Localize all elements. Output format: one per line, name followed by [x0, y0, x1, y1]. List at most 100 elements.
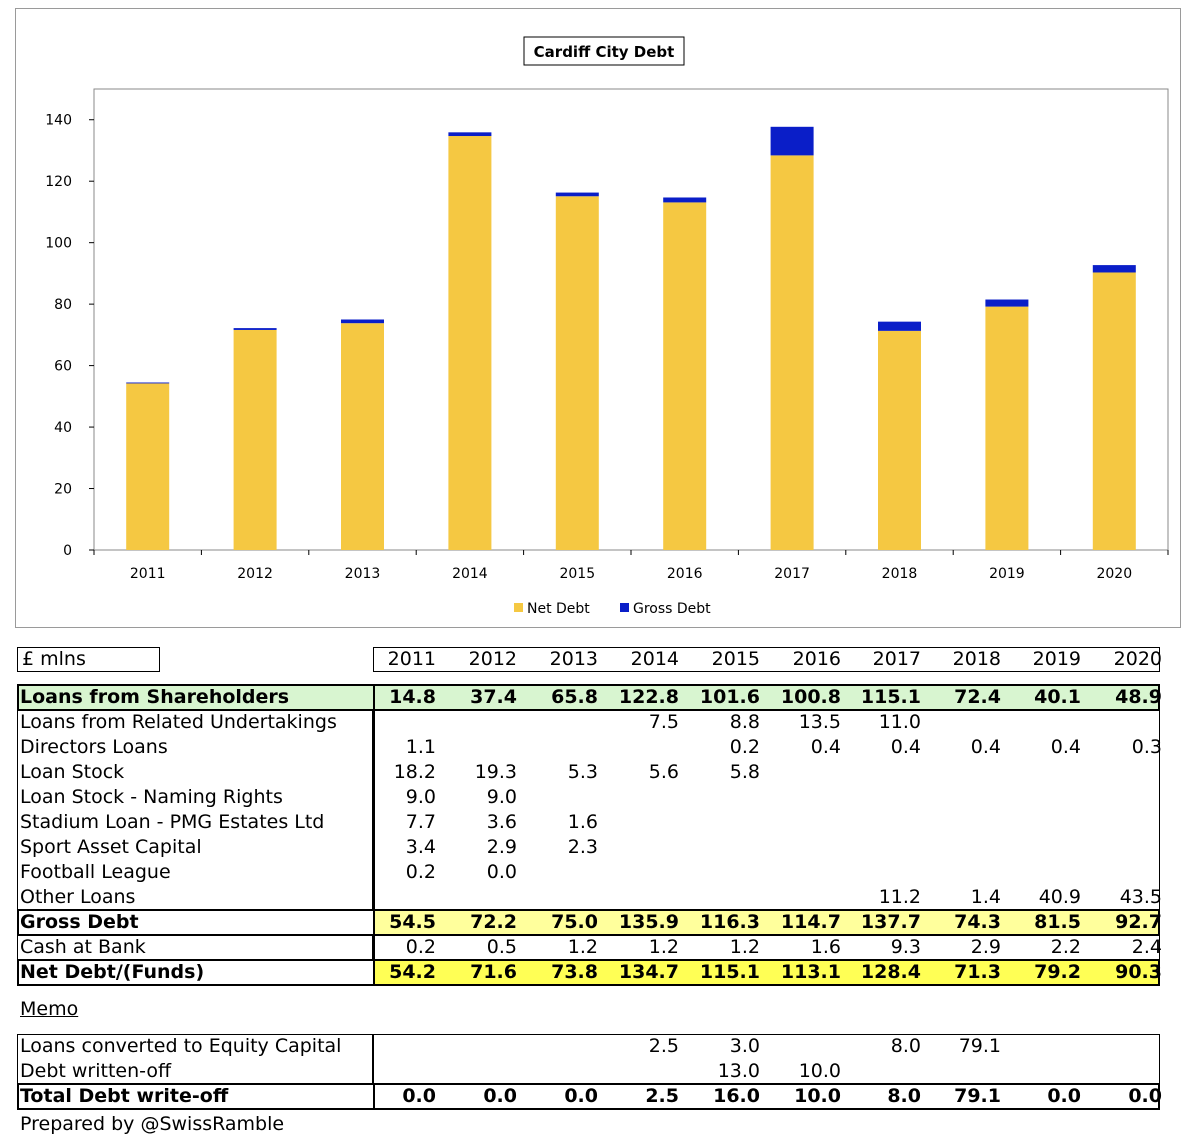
- bar-gross-debt-2017: [770, 126, 814, 156]
- table-cell: 0.2: [729, 736, 760, 758]
- table-cell: 137.7: [860, 911, 921, 933]
- x-tick-label: 2014: [452, 566, 488, 582]
- row-label: Sport Asset Capital: [20, 836, 202, 858]
- table-cell: 40.1: [1034, 686, 1081, 708]
- table-cell: 1.1: [405, 736, 436, 758]
- table-cell: 1.4: [970, 886, 1001, 908]
- legend-label: Net Debt: [527, 601, 590, 617]
- table-cell: 71.6: [470, 961, 517, 983]
- table-cell: 3.4: [405, 836, 436, 858]
- y-tick-label: 80: [54, 297, 72, 313]
- table-cell: 48.9: [1115, 686, 1162, 708]
- memo-row-label: Debt written-off: [20, 1060, 172, 1082]
- table-cell: 65.8: [551, 686, 598, 708]
- table-cell: 1.6: [567, 811, 598, 833]
- year-header-2017: 2017: [872, 648, 921, 670]
- memo-cell: 10.0: [794, 1085, 841, 1107]
- table-cell: 115.1: [860, 686, 921, 708]
- table-cell: 8.8: [729, 711, 760, 733]
- memo-cell: 16.0: [713, 1085, 760, 1107]
- box-shareholders-row: [17, 684, 1160, 711]
- year-header-2011: 2011: [387, 648, 436, 670]
- table-cell: 79.2: [1034, 961, 1081, 983]
- bar-net-debt-2018: [878, 330, 921, 550]
- y-tick-label: 120: [45, 174, 72, 190]
- table-cell: 0.3: [1131, 736, 1162, 758]
- table-cell: 54.5: [389, 911, 436, 933]
- table-cell: 7.7: [405, 811, 436, 833]
- memo-cell: 0.0: [402, 1085, 436, 1107]
- year-header-2013: 2013: [549, 648, 598, 670]
- bar-net-debt-2017: [770, 155, 814, 550]
- table-cell: 5.3: [567, 761, 598, 783]
- table-cell: 0.2: [405, 936, 436, 958]
- table-cell: 37.4: [470, 686, 517, 708]
- memo-cell: 8.0: [890, 1035, 921, 1057]
- y-tick-label: 0: [63, 543, 72, 559]
- table-cell: 92.7: [1115, 911, 1162, 933]
- year-header-2012: 2012: [468, 648, 517, 670]
- table-cell: 19.3: [474, 761, 517, 783]
- table-cell: 14.8: [389, 686, 436, 708]
- table-cell: 81.5: [1034, 911, 1081, 933]
- table-cell: 2.9: [486, 836, 517, 858]
- year-header-2016: 2016: [792, 648, 841, 670]
- legend-label: Gross Debt: [633, 601, 711, 617]
- table-cell: 71.3: [954, 961, 1001, 983]
- x-tick-label: 2015: [559, 566, 595, 582]
- table-cell: 74.3: [954, 911, 1001, 933]
- table-cell: 43.5: [1119, 886, 1162, 908]
- memo-label: Memo: [20, 998, 79, 1020]
- x-tick-label: 2020: [1096, 566, 1132, 582]
- memo-row-label: Total Debt write-off: [20, 1085, 229, 1107]
- table-cell: 128.4: [860, 961, 921, 983]
- memo-cell: 3.0: [729, 1035, 760, 1057]
- x-tick-label: 2011: [130, 566, 166, 582]
- table-cell: 2.3: [567, 836, 598, 858]
- row-label: Cash at Bank: [20, 936, 146, 958]
- table-cell: 7.5: [648, 711, 679, 733]
- bar-net-debt-2019: [985, 306, 1029, 550]
- row-label: Other Loans: [20, 886, 136, 908]
- x-tick-label: 2016: [667, 566, 703, 582]
- table-cell: 135.9: [618, 911, 679, 933]
- table-cell: 1.2: [648, 936, 679, 958]
- table-cell: 100.8: [780, 686, 841, 708]
- table-cell: 0.5: [486, 936, 517, 958]
- table-cell: 0.4: [890, 736, 921, 758]
- table-cell: 75.0: [551, 911, 598, 933]
- table-cell: 9.0: [405, 786, 436, 808]
- year-header-box: [373, 647, 1160, 672]
- memo-cell: 0.0: [483, 1085, 517, 1107]
- y-tick-label: 20: [54, 482, 72, 498]
- memo-cell: 8.0: [887, 1085, 921, 1107]
- row-label: Stadium Loan - PMG Estates Ltd: [20, 811, 325, 833]
- box-gross-debt-row: [17, 909, 1160, 936]
- table-cell: 1.2: [567, 936, 598, 958]
- box-total-writeoff-row: [17, 1083, 1160, 1110]
- table-cell: 2.2: [1050, 936, 1081, 958]
- row-label: Gross Debt: [20, 911, 139, 933]
- x-tick-label: 2012: [237, 566, 273, 582]
- memo-cell: 79.1: [954, 1085, 1001, 1107]
- row-label: Directors Loans: [20, 736, 168, 758]
- table-cell: 115.1: [699, 961, 760, 983]
- table-cell: 116.3: [699, 911, 760, 933]
- bar-net-debt-2020: [1092, 272, 1136, 550]
- table-cell: 1.2: [729, 936, 760, 958]
- row-label: Loans from Shareholders: [20, 686, 290, 708]
- memo-cell: 79.1: [958, 1035, 1001, 1057]
- table-cell: 113.1: [780, 961, 841, 983]
- memo-labels-box: [17, 1034, 373, 1084]
- table-cell: 0.4: [1050, 736, 1081, 758]
- chart-title: Cardiff City Debt: [534, 43, 675, 61]
- row-label: Loan Stock - Naming Rights: [20, 786, 283, 808]
- table-cell: 5.8: [729, 761, 760, 783]
- memo-values-box: [373, 1034, 1160, 1084]
- table-cell: 1.6: [810, 936, 841, 958]
- year-header-2019: 2019: [1032, 648, 1081, 670]
- table-cell: 72.2: [470, 911, 517, 933]
- memo-cell: 2.5: [645, 1085, 679, 1107]
- table-cell: 5.6: [648, 761, 679, 783]
- x-tick-label: 2019: [989, 566, 1025, 582]
